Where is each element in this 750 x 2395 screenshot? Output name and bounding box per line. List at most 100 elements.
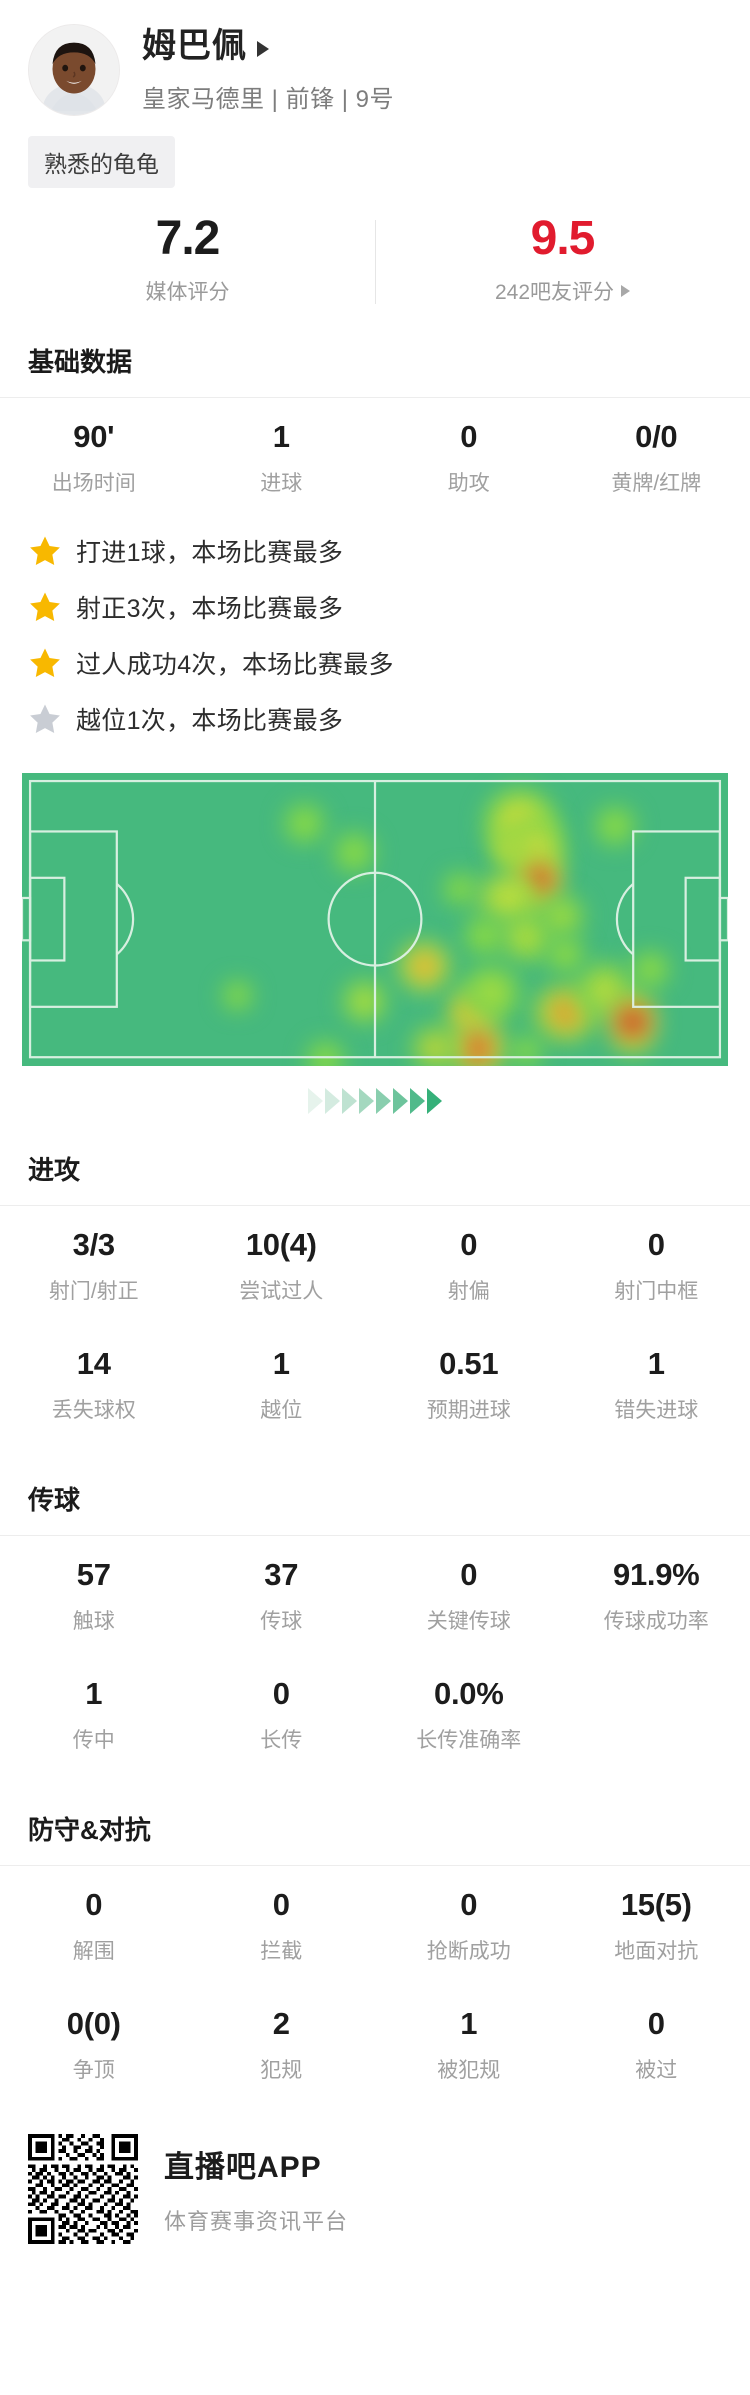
stat-label: 出场时间 bbox=[51, 472, 136, 496]
app-footer: 直播吧APP 体育赛事资讯平台 bbox=[0, 2104, 750, 2245]
stat-value: 0/0 bbox=[635, 419, 678, 455]
stat-value: 0.51 bbox=[439, 1345, 499, 1381]
chevrons-right-icon bbox=[22, 1087, 728, 1114]
triangle-right-icon bbox=[257, 40, 269, 57]
stat-value: 14 bbox=[76, 1345, 111, 1381]
section-title-attack: 进攻 bbox=[28, 1154, 81, 1185]
stat-label: 争顶 bbox=[72, 2059, 115, 2083]
stat-cell: 0 射门中框 bbox=[563, 1206, 750, 1325]
stat-label: 助攻 bbox=[447, 472, 490, 496]
stat-cell: 1 传中 bbox=[0, 1655, 188, 1774]
player-header: 姆巴佩 皇家马德里 | 前锋 | 9号 bbox=[0, 0, 750, 116]
section-title-basic: 基础数据 bbox=[28, 347, 133, 378]
stat-value: 0 bbox=[460, 419, 478, 455]
stat-label: 预期进球 bbox=[426, 1398, 511, 1422]
stat-cell: 1 被犯规 bbox=[375, 1985, 563, 2104]
passing-stats-grid: 57 触球 37 传球 0 关键传球 91.9% 传球成功率 1 传中 0 长传 0.0% 长… bbox=[0, 1536, 750, 1774]
stat-label: 触球 bbox=[72, 1610, 115, 1634]
stat-label: 尝试过人 bbox=[239, 1279, 324, 1303]
defense-stats-grid: 0 解围 0 拦截 0 抢断成功 15(5) 地面对抗 0(0) 争顶 2 犯规 1 被犯规 … bbox=[0, 1866, 750, 2104]
divider bbox=[0, 1534, 750, 1536]
stat-cell: 0 解围 bbox=[0, 1866, 188, 1985]
stat-label: 地面对抗 bbox=[614, 1940, 699, 1964]
stat-label: 丢失球权 bbox=[51, 1398, 136, 1422]
stat-cell: 0/0 黄牌/红牌 bbox=[563, 398, 750, 517]
stat-label: 传中 bbox=[72, 1729, 115, 1753]
nickname-chip: 熟悉的龟龟 bbox=[28, 136, 175, 188]
list-item: 过人成功4次，本场比赛最多 bbox=[28, 645, 722, 681]
stat-value: 2 bbox=[272, 2006, 290, 2042]
stat-cell: 37 传球 bbox=[188, 1536, 376, 1655]
stat-value: 3/3 bbox=[72, 1226, 116, 1262]
highlight-text: 过人成功4次，本场比赛最多 bbox=[76, 651, 394, 680]
stat-label: 拦截 bbox=[260, 1940, 303, 1964]
stat-cell: 2 犯规 bbox=[188, 1985, 376, 2104]
avatar[interactable] bbox=[28, 24, 120, 116]
stat-value: 1 bbox=[460, 2006, 478, 2042]
stat-cell-empty bbox=[563, 1655, 750, 1774]
stat-value: 0 bbox=[272, 1676, 290, 1712]
media-rating-value: 7.2 bbox=[155, 212, 221, 265]
stat-cell: 0 助攻 bbox=[375, 398, 563, 517]
stat-cell: 0 被过 bbox=[563, 1985, 750, 2104]
stat-cell: 91.9% 传球成功率 bbox=[563, 1536, 750, 1655]
app-name: 直播吧APP bbox=[164, 2151, 322, 2185]
stat-label: 传球成功率 bbox=[603, 1610, 709, 1634]
stat-label: 射门/射正 bbox=[48, 1279, 139, 1303]
star-icon bbox=[30, 649, 60, 678]
stat-cell: 15(5) 地面对抗 bbox=[563, 1866, 750, 1985]
stat-cell: 0 拦截 bbox=[188, 1866, 376, 1985]
stat-cell: 57 触球 bbox=[0, 1536, 188, 1655]
stat-value: 0 bbox=[460, 1887, 478, 1923]
stat-value: 0 bbox=[647, 1226, 665, 1262]
stat-cell: 0 射偏 bbox=[375, 1206, 563, 1325]
player-avatar-icon bbox=[29, 25, 119, 115]
stat-value: 15(5) bbox=[620, 1887, 692, 1923]
stat-label: 射偏 bbox=[447, 1279, 490, 1303]
stat-value: 90' bbox=[73, 419, 115, 455]
media-rating-label: 媒体评分 bbox=[145, 281, 230, 305]
stat-label: 抢断成功 bbox=[426, 1940, 511, 1964]
stat-label: 犯规 bbox=[260, 2059, 303, 2083]
player-name-row[interactable]: 姆巴佩 bbox=[142, 27, 394, 65]
stat-label: 长传准确率 bbox=[416, 1729, 522, 1753]
stat-label: 射门中框 bbox=[614, 1279, 699, 1303]
divider bbox=[0, 1204, 750, 1206]
stat-value: 1 bbox=[272, 419, 290, 455]
stat-label: 进球 bbox=[260, 472, 303, 496]
pitch-lines bbox=[22, 780, 728, 1059]
stat-cell: 90' 出场时间 bbox=[0, 398, 188, 517]
stat-label: 被犯规 bbox=[437, 2059, 501, 2083]
stat-label: 越位 bbox=[260, 1398, 303, 1422]
stat-label: 长传 bbox=[260, 1729, 303, 1753]
stat-cell: 0 长传 bbox=[188, 1655, 376, 1774]
stat-cell: 1 越位 bbox=[188, 1325, 376, 1444]
stat-value: 0 bbox=[272, 1887, 290, 1923]
star-icon bbox=[30, 537, 60, 566]
stat-label: 黄牌/红牌 bbox=[611, 472, 702, 496]
fans-rating[interactable]: 9.5 242吧友评分 bbox=[375, 213, 750, 306]
highlight-text: 越位1次，本场比赛最多 bbox=[76, 707, 344, 736]
stat-value: 1 bbox=[85, 1676, 103, 1712]
nickname-wrap: 熟悉的龟龟 bbox=[0, 116, 750, 188]
stat-cell: 0 关键传球 bbox=[375, 1536, 563, 1655]
player-name: 姆巴佩 bbox=[142, 27, 247, 65]
stat-cell: 1 进球 bbox=[188, 398, 376, 517]
stat-label: 传球 bbox=[260, 1610, 303, 1634]
pitch-heatmap bbox=[22, 773, 728, 1066]
star-icon bbox=[30, 593, 60, 622]
stat-cell: 3/3 射门/射正 bbox=[0, 1206, 188, 1325]
heatmap-section bbox=[0, 773, 750, 1114]
ratings-row: 7.2 媒体评分 9.5 242吧友评分 bbox=[0, 212, 750, 306]
list-item: 越位1次，本场比赛最多 bbox=[28, 701, 722, 737]
stat-value: 91.9% bbox=[613, 1556, 700, 1592]
section-title-passing: 传球 bbox=[28, 1484, 81, 1515]
basic-stats-grid: 90' 出场时间 1 进球 0 助攻 0/0 黄牌/红牌 bbox=[0, 398, 750, 517]
stat-cell: 1 错失进球 bbox=[563, 1325, 750, 1444]
app-tagline: 体育赛事资讯平台 bbox=[164, 2209, 349, 2235]
attack-stats-grid: 3/3 射门/射正 10(4) 尝试过人 0 射偏 0 射门中框 14 丢失球权 1 越位 … bbox=[0, 1206, 750, 1444]
highlight-text: 打进1球，本场比赛最多 bbox=[76, 539, 344, 568]
list-item: 射正3次，本场比赛最多 bbox=[28, 589, 722, 625]
stat-value: 1 bbox=[272, 1345, 290, 1381]
divider bbox=[0, 1865, 750, 1867]
